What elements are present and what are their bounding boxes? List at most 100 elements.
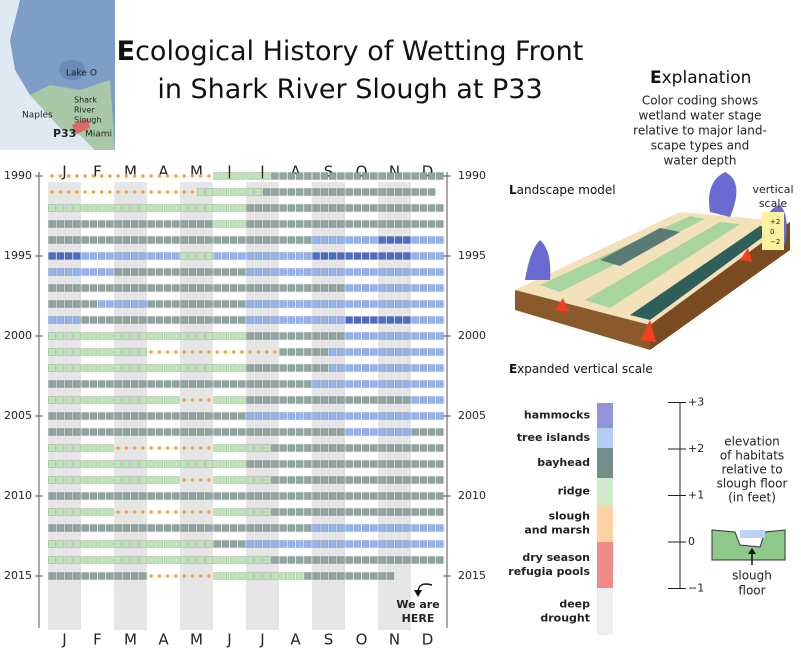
y-tick-label: 2015 — [4, 569, 32, 582]
cell — [48, 316, 56, 324]
cell — [262, 316, 271, 324]
cell — [122, 556, 131, 564]
cell — [155, 540, 164, 548]
cell — [106, 316, 114, 324]
cell — [337, 204, 345, 212]
cell — [229, 268, 238, 276]
cell — [328, 524, 337, 532]
cell — [370, 300, 378, 308]
cell — [122, 540, 131, 548]
cell — [287, 396, 296, 404]
cell — [213, 524, 221, 532]
cell — [163, 252, 172, 260]
cell — [180, 364, 188, 372]
cell — [155, 556, 164, 564]
cell — [130, 572, 139, 580]
cell — [48, 380, 56, 388]
cell — [172, 220, 180, 228]
cell — [114, 556, 122, 564]
drought-dot — [165, 510, 170, 514]
cell — [106, 236, 114, 244]
cell — [221, 188, 230, 196]
drought-dot — [66, 190, 71, 194]
cell — [106, 220, 114, 228]
cell — [337, 316, 345, 324]
cell — [370, 188, 378, 196]
cell — [56, 380, 65, 388]
cell — [361, 268, 370, 276]
habitat-label: deep — [559, 598, 590, 611]
cell — [205, 540, 213, 548]
cell — [320, 236, 329, 244]
cell — [139, 540, 147, 548]
cell — [403, 300, 411, 308]
cell — [196, 540, 205, 548]
cell — [254, 556, 263, 564]
cell — [73, 492, 81, 500]
cell — [163, 204, 172, 212]
cell — [139, 364, 147, 372]
habitat-label: drought — [540, 612, 590, 625]
cell — [64, 252, 73, 260]
cell — [106, 284, 114, 292]
cell — [337, 460, 345, 468]
cell — [436, 380, 444, 388]
slough-floor-sketch — [711, 529, 786, 565]
cell — [328, 252, 337, 260]
cell — [122, 524, 131, 532]
cell — [394, 492, 403, 500]
floor-label: slough — [732, 569, 772, 583]
cell — [419, 524, 428, 532]
cell — [56, 476, 65, 484]
cell — [386, 220, 395, 228]
cell — [81, 540, 89, 548]
x-tick-label: S — [324, 163, 334, 181]
cell — [246, 316, 254, 324]
cell — [163, 236, 172, 244]
cell — [386, 300, 395, 308]
cell — [436, 284, 444, 292]
cell — [89, 380, 98, 388]
cell — [386, 476, 395, 484]
cell — [106, 476, 114, 484]
drought-dot — [157, 446, 162, 450]
cell — [295, 540, 304, 548]
cell — [56, 572, 65, 580]
cell — [89, 220, 98, 228]
cell — [271, 268, 279, 276]
cell — [229, 572, 238, 580]
cell — [205, 428, 213, 436]
cell — [221, 204, 230, 212]
cell — [106, 572, 114, 580]
cell — [394, 220, 403, 228]
cell — [48, 236, 56, 244]
cell — [155, 316, 164, 324]
cell — [238, 364, 246, 372]
cell — [436, 252, 444, 260]
cell — [73, 476, 81, 484]
cell — [337, 556, 345, 564]
cell — [419, 364, 428, 372]
cell — [353, 460, 362, 468]
cell — [221, 380, 230, 388]
cell — [328, 572, 337, 580]
cell — [188, 204, 197, 212]
map-station: P33 — [53, 127, 76, 140]
cell — [163, 268, 172, 276]
cell — [312, 300, 320, 308]
cell — [262, 460, 271, 468]
cell — [262, 540, 271, 548]
cell — [271, 556, 279, 564]
cell — [378, 540, 386, 548]
cell — [304, 316, 312, 324]
cell — [188, 364, 197, 372]
cell — [64, 380, 73, 388]
habitat-label: slough — [549, 510, 590, 523]
cell — [378, 236, 386, 244]
cell — [394, 300, 403, 308]
drought-dot — [190, 190, 195, 194]
cell — [361, 204, 370, 212]
cell — [403, 556, 411, 564]
cell — [73, 300, 81, 308]
cell — [172, 332, 180, 340]
